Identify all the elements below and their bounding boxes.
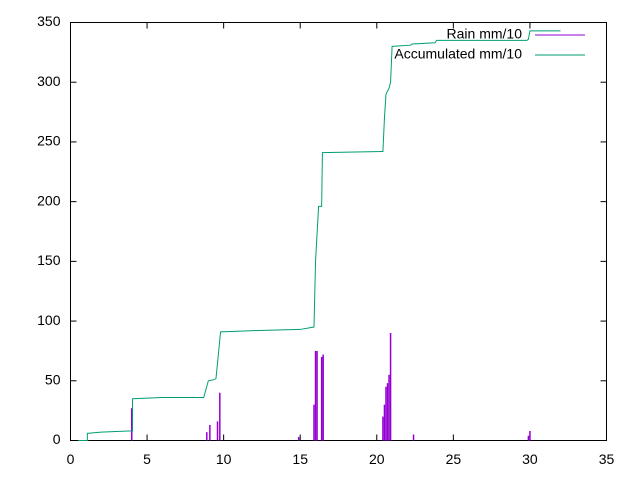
y-tick-label: 100	[37, 312, 61, 328]
y-tick-label: 150	[37, 252, 61, 268]
plot-frame	[70, 22, 607, 441]
x-tick-label: 35	[599, 451, 615, 467]
legend-label: Rain mm/10	[447, 26, 523, 42]
x-tick-label: 15	[292, 451, 308, 467]
legend-label: Accumulated mm/10	[394, 46, 522, 62]
x-tick-label: 0	[67, 451, 75, 467]
y-tick-label: 0	[53, 431, 61, 447]
x-tick-label: 20	[369, 451, 385, 467]
accumulated-line	[78, 30, 561, 441]
y-tick-label: 250	[37, 133, 61, 149]
y-tick-label: 350	[37, 13, 61, 29]
y-tick-label: 200	[37, 192, 61, 208]
x-tick-label: 10	[216, 451, 232, 467]
x-tick-label: 25	[446, 451, 462, 467]
y-tick-label: 50	[45, 371, 61, 387]
x-tick-label: 5	[143, 451, 151, 467]
y-tick-label: 300	[37, 73, 61, 89]
x-tick-label: 30	[522, 451, 538, 467]
